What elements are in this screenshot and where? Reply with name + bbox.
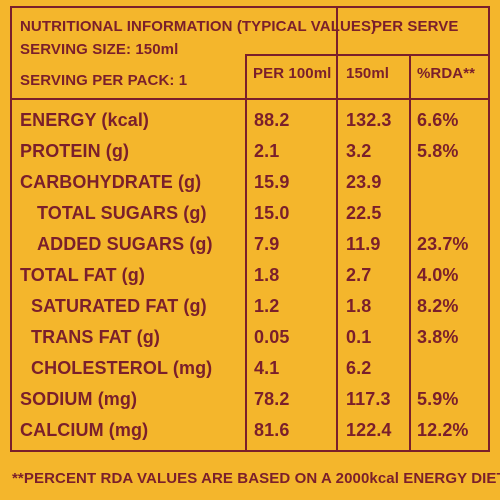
row-per100-sodium: 78.2 bbox=[254, 389, 290, 409]
row-name-sodium: SODIUM (mg) bbox=[20, 389, 138, 409]
row-per100-saturated-fat: 1.2 bbox=[254, 296, 280, 316]
row-per100-energy: 88.2 bbox=[254, 110, 290, 130]
row-per150-trans-fat: 0.1 bbox=[346, 327, 372, 347]
row-per150-carbohydrate: 23.9 bbox=[346, 172, 382, 192]
row-name-total-fat: TOTAL FAT (g) bbox=[20, 265, 145, 285]
row-per150-energy: 132.3 bbox=[346, 110, 392, 130]
header-separator-bottom bbox=[10, 98, 490, 100]
row-per100-total-sugars: 15.0 bbox=[254, 203, 290, 223]
serving-per-pack: SERVING PER PACK: 1 bbox=[20, 72, 188, 89]
vertical-divider-label-per100 bbox=[245, 54, 247, 452]
row-per150-calcium: 122.4 bbox=[346, 420, 392, 440]
row-per100-protein: 2.1 bbox=[254, 141, 280, 161]
row-rda-saturated-fat: 8.2% bbox=[417, 296, 459, 316]
row-per100-added-sugars: 7.9 bbox=[254, 234, 280, 254]
row-name-added-sugars: ADDED SUGARS (g) bbox=[37, 234, 213, 254]
row-name-trans-fat: TRANS FAT (g) bbox=[31, 327, 160, 347]
row-name-carbohydrate: CARBOHYDRATE (g) bbox=[20, 172, 202, 192]
row-rda-trans-fat: 3.8% bbox=[417, 327, 459, 347]
rda-header: %RDA** bbox=[417, 65, 476, 82]
row-name-total-sugars: TOTAL SUGARS (g) bbox=[37, 203, 207, 223]
vertical-divider-left-right bbox=[336, 6, 338, 452]
row-per150-added-sugars: 11.9 bbox=[346, 234, 381, 254]
vertical-divider-150-rda bbox=[409, 54, 411, 452]
header-separator-top bbox=[245, 54, 490, 56]
nutrition-table bbox=[10, 6, 490, 452]
row-per150-total-sugars: 22.5 bbox=[346, 203, 382, 223]
serving-size: SERVING SIZE: 150ml bbox=[20, 41, 179, 58]
row-per150-total-fat: 2.7 bbox=[346, 265, 372, 285]
row-rda-protein: 5.8% bbox=[417, 141, 459, 161]
row-rda-calcium: 12.2% bbox=[417, 420, 469, 440]
row-name-protein: PROTEIN (g) bbox=[20, 141, 130, 161]
row-per150-cholesterol: 6.2 bbox=[346, 358, 372, 378]
row-rda-sodium: 5.9% bbox=[417, 389, 459, 409]
per-100ml-header: PER 100ml bbox=[253, 65, 332, 82]
row-name-cholesterol: CHOLESTEROL (mg) bbox=[31, 358, 213, 378]
row-per100-total-fat: 1.8 bbox=[254, 265, 280, 285]
row-per100-trans-fat: 0.05 bbox=[254, 327, 290, 347]
table-title: NUTRITIONAL INFORMATION (TYPICAL VALUES) bbox=[20, 18, 377, 35]
row-per150-saturated-fat: 1.8 bbox=[346, 296, 372, 316]
row-per150-protein: 3.2 bbox=[346, 141, 372, 161]
per-serve-header: PER SERVE bbox=[372, 18, 459, 35]
row-rda-energy: 6.6% bbox=[417, 110, 459, 130]
row-name-calcium: CALCIUM (mg) bbox=[20, 420, 149, 440]
row-per100-cholesterol: 4.1 bbox=[254, 358, 280, 378]
row-per100-calcium: 81.6 bbox=[254, 420, 290, 440]
row-per100-carbohydrate: 15.9 bbox=[254, 172, 290, 192]
150ml-header: 150ml bbox=[346, 65, 390, 82]
row-name-energy: ENERGY (kcal) bbox=[20, 110, 150, 130]
row-name-saturated-fat: SATURATED FAT (g) bbox=[31, 296, 207, 316]
row-per150-sodium: 117.3 bbox=[346, 389, 391, 409]
rda-footnote: **PERCENT RDA VALUES ARE BASED ON A 2000… bbox=[12, 470, 500, 487]
row-rda-added-sugars: 23.7% bbox=[417, 234, 469, 254]
row-rda-total-fat: 4.0% bbox=[417, 265, 459, 285]
